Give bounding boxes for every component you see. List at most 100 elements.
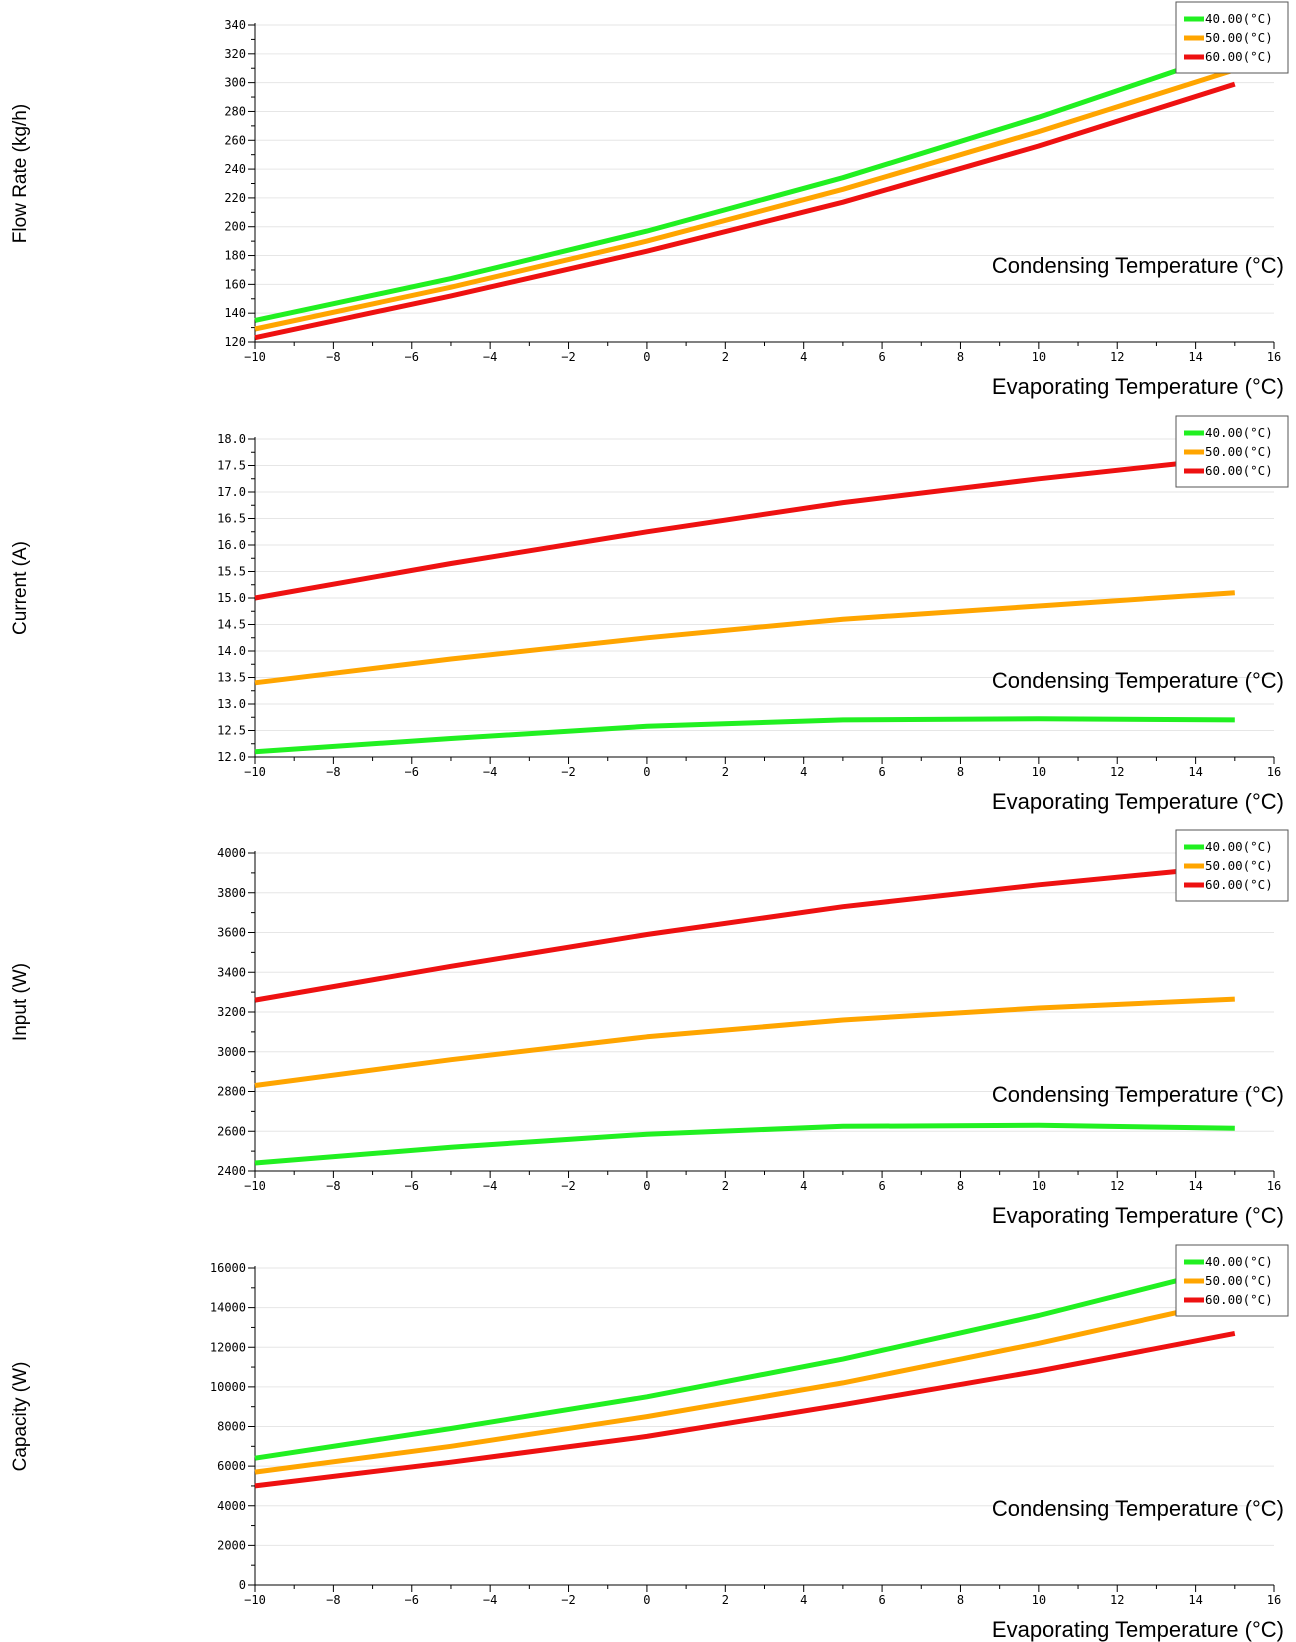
y-tick-label: 220: [224, 191, 246, 205]
y-tick-label: 3400: [217, 965, 246, 979]
y-tick-label: 13.5: [217, 671, 246, 685]
y-tick-label: 12000: [210, 1340, 246, 1354]
x-tick-label: −6: [405, 1179, 419, 1193]
x-tick-label: 2: [722, 350, 729, 364]
x-tick-label: −10: [244, 350, 266, 364]
x-tick-label: 0: [643, 1179, 650, 1193]
y-tick-label: 3000: [217, 1045, 246, 1059]
x-tick-label: −6: [405, 765, 419, 779]
series-line-2: [254, 81, 1236, 341]
y-tick-label: 8000: [217, 1420, 246, 1434]
x-tick-label: −10: [244, 1179, 266, 1193]
x-tick-label: 8: [957, 1593, 964, 1607]
series-line-0: [254, 1122, 1235, 1166]
y-tick-label: 16.5: [217, 512, 246, 526]
series-line-2: [254, 863, 1236, 1003]
x-tick-label: −8: [326, 1593, 340, 1607]
x-tick-label: 14: [1188, 765, 1202, 779]
x-tick-label: −10: [244, 1593, 266, 1607]
y-tick-label: 15.5: [217, 565, 246, 579]
x-tick-label: 12: [1110, 350, 1124, 364]
series-line-2: [254, 1330, 1236, 1489]
legend-entry-1: 50.00(°C): [1205, 1273, 1273, 1288]
x-tick-label: 0: [643, 1593, 650, 1607]
series-line-2: [254, 455, 1236, 601]
x-tick-label: 4: [800, 1179, 807, 1193]
x-tick-label: −4: [483, 1593, 497, 1607]
y-tick-label: 160: [224, 277, 246, 291]
legend-entry-0: 40.00(°C): [1205, 11, 1273, 26]
x-axis-label: Evaporating Temperature (°C): [992, 1617, 1284, 1642]
legend: 40.00(°C) 50.00(°C) 60.00(°C): [1175, 1244, 1289, 1317]
x-tick-label: −4: [483, 765, 497, 779]
x-axis-label: Evaporating Temperature (°C): [992, 374, 1284, 399]
x-tick-label: 10: [1032, 1593, 1046, 1607]
y-tick-label: 17.0: [217, 485, 246, 499]
series-line-1: [254, 1297, 1236, 1475]
y-tick-label: 0: [239, 1578, 246, 1592]
legend: 40.00(°C) 50.00(°C) 60.00(°C): [1175, 829, 1289, 902]
y-tick-label: 15.0: [217, 591, 246, 605]
series-line-0: [254, 1263, 1236, 1461]
x-tick-label: −10: [244, 765, 266, 779]
y-tick-label: 14.0: [217, 644, 246, 658]
x-tick-label: −2: [561, 1179, 575, 1193]
legend-title: Condensing Temperature (°C): [992, 253, 1284, 278]
x-tick-label: 0: [643, 765, 650, 779]
x-tick-label: −4: [483, 1179, 497, 1193]
series-line-1: [254, 996, 1235, 1088]
series-line-1: [254, 590, 1235, 686]
x-tick-label: 8: [957, 765, 964, 779]
x-tick-label: −8: [326, 350, 340, 364]
y-tick-label: 260: [224, 133, 246, 147]
y-tick-label: 12.5: [217, 724, 246, 738]
x-tick-label: 10: [1032, 1179, 1046, 1193]
series-line-0: [254, 716, 1235, 755]
x-tick-label: −2: [561, 1593, 575, 1607]
x-tick-label: −2: [561, 765, 575, 779]
x-tick-label: 14: [1188, 1593, 1202, 1607]
x-tick-label: 2: [722, 765, 729, 779]
x-tick-label: 14: [1188, 350, 1202, 364]
y-tick-label: 200: [224, 220, 246, 234]
chart-2: 12.0 12.5 13.0 13.5 14.0 14.5 15.0 15.5 16.0 16.5…: [10, 415, 1289, 814]
series-line-1: [254, 67, 1236, 332]
legend: 40.00(°C) 50.00(°C) 60.00(°C): [1175, 1, 1289, 74]
y-tick-label: 3200: [217, 1005, 246, 1019]
x-tick-label: −6: [405, 350, 419, 364]
x-tick-label: 4: [800, 350, 807, 364]
x-tick-label: 0: [643, 350, 650, 364]
x-tick-label: 6: [878, 1593, 885, 1607]
y-tick-label: 320: [224, 47, 246, 61]
y-tick-label: 6000: [217, 1459, 246, 1473]
y-tick-label: 12.0: [217, 750, 246, 764]
legend-title: Condensing Temperature (°C): [992, 1496, 1284, 1521]
y-tick-label: 340: [224, 18, 246, 32]
x-tick-label: 6: [878, 350, 885, 364]
x-tick-label: −8: [326, 765, 340, 779]
x-tick-label: 8: [957, 350, 964, 364]
x-tick-label: 2: [722, 1593, 729, 1607]
y-tick-label: 4000: [217, 846, 246, 860]
y-axis-label: Flow Rate (kg/h): [10, 104, 31, 243]
x-tick-label: 16: [1267, 765, 1281, 779]
y-tick-label: 10000: [210, 1380, 246, 1394]
y-tick-label: 14.5: [217, 618, 246, 632]
legend-entry-0: 40.00(°C): [1205, 425, 1273, 440]
x-tick-label: 2: [722, 1179, 729, 1193]
legend-entry-2: 60.00(°C): [1205, 49, 1273, 64]
legend-entry-1: 50.00(°C): [1205, 30, 1273, 45]
x-tick-label: −4: [483, 350, 497, 364]
y-tick-label: 3600: [217, 926, 246, 940]
y-tick-label: 240: [224, 162, 246, 176]
y-tick-label: 2800: [217, 1085, 246, 1099]
legend-entry-1: 50.00(°C): [1205, 858, 1273, 873]
y-tick-label: 180: [224, 249, 246, 263]
x-tick-label: 6: [878, 765, 885, 779]
x-tick-label: −6: [405, 1593, 419, 1607]
x-tick-label: −2: [561, 350, 575, 364]
y-tick-label: 2600: [217, 1124, 246, 1138]
y-tick-label: 2000: [217, 1538, 246, 1552]
x-tick-label: 8: [957, 1179, 964, 1193]
